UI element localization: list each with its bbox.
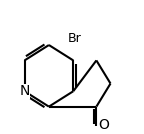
Text: O: O: [99, 118, 110, 132]
Text: N: N: [19, 84, 30, 98]
Text: Br: Br: [68, 32, 82, 45]
